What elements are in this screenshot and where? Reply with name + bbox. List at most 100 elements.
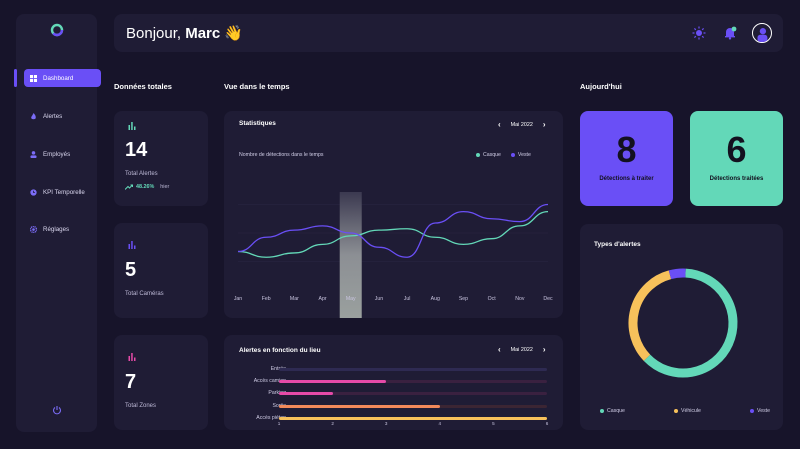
chevron-left-icon[interactable]: ‹ bbox=[498, 120, 501, 129]
stat-value: 14 bbox=[125, 139, 148, 161]
statistics-card: Statistiques ‹ Mai 2022 › Nombre de déte… bbox=[224, 111, 563, 318]
bar[interactable] bbox=[279, 392, 333, 396]
processed-detections-card[interactable]: 6 Détections traitées bbox=[690, 111, 783, 206]
trend: 48.26% hier bbox=[125, 184, 169, 190]
bar-chart-icon bbox=[128, 122, 136, 130]
bar-category-label: Accès piéton bbox=[256, 415, 286, 422]
trend-label: hier bbox=[160, 184, 170, 190]
period-selector: ‹ Mai 2022 › bbox=[498, 120, 546, 129]
done-label: Détections traitées bbox=[709, 176, 764, 182]
period-label: Mai 2022 bbox=[510, 346, 533, 353]
stats-title: Statistiques bbox=[239, 120, 276, 127]
x-tick-label: Jan bbox=[233, 296, 243, 302]
x-tick-label: Aug bbox=[430, 296, 440, 302]
bar-track bbox=[279, 367, 547, 371]
active-indicator bbox=[14, 69, 17, 87]
bar-track bbox=[279, 392, 547, 396]
donut-slice-veste[interactable] bbox=[668, 268, 686, 280]
legend-item: Casque bbox=[600, 408, 625, 414]
x-tick-label: 3 bbox=[384, 421, 388, 426]
user-name: Marc bbox=[185, 25, 221, 42]
location-title: Alertes en fonction du lieu bbox=[239, 347, 321, 354]
stat-value: 5 bbox=[125, 259, 137, 281]
sidebar-item-employes[interactable]: Employés bbox=[24, 145, 101, 163]
stat-card-alertes: 14 Total Alertes 48.26% hier bbox=[114, 111, 208, 206]
logo-icon[interactable] bbox=[50, 23, 64, 37]
series-line-casque bbox=[237, 210, 549, 258]
legend-item: Veste bbox=[750, 408, 770, 414]
highlight-column[interactable] bbox=[339, 192, 362, 318]
donut-slice-casque[interactable] bbox=[643, 268, 738, 378]
types-title: Types d'alertes bbox=[594, 241, 641, 248]
x-tick-label: Oct bbox=[487, 296, 496, 302]
sidebar-item-label: Alertes bbox=[43, 112, 63, 120]
sidebar-item-label: Réglages bbox=[43, 225, 70, 233]
done-value: 6 bbox=[726, 129, 747, 170]
legend-item: Casque bbox=[476, 152, 501, 158]
sidebar-item-label: Dashboard bbox=[43, 74, 74, 82]
sidebar-item-dashboard[interactable]: Dashboard bbox=[24, 69, 101, 87]
pending-label: Détections à traiter bbox=[599, 176, 654, 182]
x-tick-label: 2 bbox=[331, 421, 334, 426]
bar[interactable] bbox=[279, 404, 440, 408]
timeline-title: Vue dans le temps bbox=[224, 82, 290, 91]
power-icon[interactable] bbox=[52, 405, 62, 415]
x-tick-label: Jun bbox=[374, 296, 384, 302]
x-tick-label: Apr bbox=[318, 296, 327, 302]
legend-item: Veste bbox=[510, 152, 531, 158]
greeting-text: Bonjour, bbox=[126, 25, 182, 42]
chart-legend: Casque Veste bbox=[476, 152, 531, 158]
stat-value: 7 bbox=[125, 371, 137, 393]
x-tick-label: 4 bbox=[438, 421, 442, 426]
series-line-veste bbox=[237, 203, 549, 258]
chart-subtitle: Nombre de détections dans le temps bbox=[239, 152, 324, 158]
sidebar-item-reglages[interactable]: Réglages bbox=[24, 220, 101, 238]
stat-card-cameras: 5 Total Caméras bbox=[114, 223, 208, 318]
avatar-image bbox=[757, 28, 768, 42]
x-tick-label: Nov bbox=[515, 296, 525, 302]
bar-category-label: Parking bbox=[268, 390, 286, 397]
legend-item: Véhicule bbox=[674, 408, 701, 414]
donut-chart bbox=[628, 268, 738, 378]
chevron-left-icon[interactable]: ‹ bbox=[498, 345, 501, 354]
chevron-right-icon[interactable]: › bbox=[542, 120, 546, 129]
gear-icon bbox=[30, 225, 37, 233]
sidebar-item-label: KPI Temporelle bbox=[43, 188, 85, 196]
x-tick-label: Mar bbox=[289, 296, 299, 302]
donut-legend: Casque Véhicule Veste bbox=[600, 408, 770, 414]
bar-track bbox=[279, 379, 547, 383]
users-icon bbox=[30, 150, 37, 158]
sidebar-item-alertes[interactable]: Alertes bbox=[24, 107, 101, 125]
sidebar-item-kpi[interactable]: KPI Temporelle bbox=[24, 183, 101, 201]
pending-detections-card[interactable]: 8 Détections à traiter bbox=[580, 111, 673, 206]
donut-slice-véhicule[interactable] bbox=[628, 270, 672, 361]
fire-icon bbox=[31, 112, 36, 119]
trend-value: 48.26% bbox=[136, 184, 155, 190]
bar[interactable] bbox=[279, 417, 547, 421]
bar-chart-icon bbox=[128, 241, 136, 249]
bar[interactable] bbox=[279, 379, 387, 383]
bell-icon[interactable] bbox=[723, 26, 737, 40]
dashboard-icon bbox=[30, 74, 37, 82]
sidebar: Dashboard Alertes Employés KPI Temporell… bbox=[14, 14, 101, 432]
pending-value: 8 bbox=[616, 129, 637, 170]
avatar[interactable] bbox=[752, 23, 772, 43]
x-tick-label: Dec bbox=[543, 296, 553, 302]
header: Bonjour, Marc 👋 bbox=[114, 14, 783, 52]
x-tick-label: May bbox=[345, 296, 356, 302]
bar-category-label: Accès camion bbox=[253, 377, 286, 384]
today-title: Aujourd'hui bbox=[580, 82, 622, 91]
x-tick-label: 1 bbox=[277, 421, 281, 426]
wave-emoji: 👋 bbox=[224, 25, 244, 42]
totals-title: Données totales bbox=[114, 82, 172, 91]
period-label: Mai 2022 bbox=[510, 121, 533, 128]
stat-label: Total Zones bbox=[125, 403, 157, 409]
x-tick-label: Feb bbox=[261, 296, 271, 302]
trend-up-icon bbox=[125, 184, 133, 190]
line-chart bbox=[237, 192, 549, 318]
location-card: Alertes en fonction du lieu ‹ Mai 2022 ›… bbox=[224, 335, 563, 430]
alert-types-card: Types d'alertes Casque Véhicule Veste bbox=[580, 224, 783, 430]
sun-icon[interactable] bbox=[692, 26, 706, 40]
chevron-right-icon[interactable]: › bbox=[542, 345, 546, 354]
x-tick-label: 5 bbox=[492, 421, 495, 426]
